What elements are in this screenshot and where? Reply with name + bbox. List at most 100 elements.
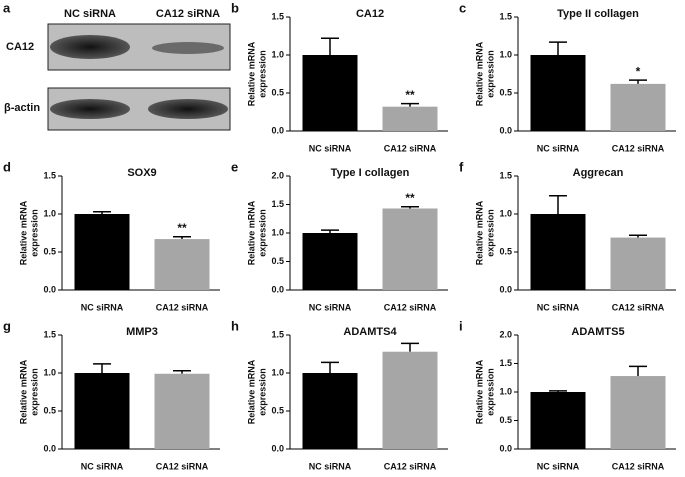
x-tick-label: NC siRNA xyxy=(309,302,352,312)
x-tick-label: CA12 siRNA xyxy=(384,143,437,153)
bar xyxy=(610,376,666,449)
significance: ** xyxy=(177,221,187,235)
x-tick-label: NC siRNA xyxy=(81,461,124,471)
chart-title: MMP3 xyxy=(126,326,158,338)
bar xyxy=(302,233,358,290)
bar xyxy=(302,55,358,131)
y-axis-label: Relative mRNA xyxy=(474,41,484,106)
y-axis-label: Relative mRNA xyxy=(246,359,256,424)
y-tick-label: 1.0 xyxy=(43,367,56,377)
chart-title: CA12 xyxy=(356,8,384,20)
y-axis-label: expression xyxy=(257,50,267,98)
x-tick-label: CA12 siRNA xyxy=(156,461,209,471)
y-tick-label: 0.0 xyxy=(271,284,284,294)
bar xyxy=(530,55,586,131)
x-tick-label: NC siRNA xyxy=(537,302,580,312)
y-axis-label: expression xyxy=(257,368,267,416)
y-tick-label: 0.5 xyxy=(271,405,284,415)
x-tick-label: NC siRNA xyxy=(81,302,124,312)
x-tick-label: NC siRNA xyxy=(309,143,352,153)
y-tick-label: 1.5 xyxy=(499,11,512,21)
blot-band xyxy=(50,35,130,59)
y-axis-label: expression xyxy=(485,368,495,416)
x-tick-label: CA12 siRNA xyxy=(156,302,209,312)
y-tick-label: 0.0 xyxy=(499,443,512,453)
y-tick-label: 0.5 xyxy=(499,246,512,256)
x-tick-label: CA12 siRNA xyxy=(384,302,437,312)
significance: ** xyxy=(405,191,415,205)
y-tick-label: 1.0 xyxy=(271,227,284,237)
panel-label: g xyxy=(3,318,11,333)
bar xyxy=(610,83,666,131)
blot-band xyxy=(50,99,130,119)
panel-label: b xyxy=(231,0,239,15)
y-tick-label: 1.0 xyxy=(271,49,284,59)
y-axis-label: Relative mRNA xyxy=(474,200,484,265)
y-tick-label: 1.0 xyxy=(499,208,512,218)
chart-title: Type I collagen xyxy=(331,167,410,179)
y-tick-label: 2.0 xyxy=(271,170,284,180)
y-tick-label: 0.5 xyxy=(499,87,512,97)
y-tick-label: 0.0 xyxy=(271,125,284,135)
bar xyxy=(154,239,210,290)
y-tick-label: 0.5 xyxy=(499,415,512,425)
y-axis-label: Relative mRNA xyxy=(18,200,28,265)
y-axis-label: expression xyxy=(485,50,495,98)
y-tick-label: 0.0 xyxy=(499,125,512,135)
y-tick-label: 0.0 xyxy=(271,443,284,453)
y-tick-label: 2.0 xyxy=(499,329,512,339)
chart-title: Type II collagen xyxy=(557,8,639,20)
lane-label: CA12 siRNA xyxy=(156,8,220,20)
y-tick-label: 1.5 xyxy=(499,170,512,180)
blot-band xyxy=(152,42,224,54)
y-tick-label: 0.5 xyxy=(271,87,284,97)
bar xyxy=(74,214,130,290)
chart-title: Aggrecan xyxy=(573,167,624,179)
bar xyxy=(302,373,358,449)
y-tick-label: 1.5 xyxy=(271,11,284,21)
y-tick-label: 1.5 xyxy=(43,170,56,180)
bar xyxy=(382,351,438,449)
significance: * xyxy=(636,64,641,78)
panel-label: h xyxy=(231,318,239,333)
y-axis-label: Relative mRNA xyxy=(474,359,484,424)
bar xyxy=(154,373,210,449)
significance: ** xyxy=(405,88,415,102)
y-axis-label: Relative mRNA xyxy=(246,200,256,265)
bar xyxy=(530,392,586,449)
x-tick-label: NC siRNA xyxy=(537,461,580,471)
y-tick-label: 1.5 xyxy=(43,329,56,339)
bar xyxy=(382,106,438,131)
chart-title: ADAMTS5 xyxy=(571,326,624,338)
y-tick-label: 1.0 xyxy=(499,49,512,59)
y-tick-label: 0.0 xyxy=(43,443,56,453)
y-tick-label: 0.5 xyxy=(43,405,56,415)
panel-label: c xyxy=(459,0,466,15)
panel-label: a xyxy=(3,0,11,15)
lane-label: NC siRNA xyxy=(64,8,116,20)
panel-label: f xyxy=(459,159,464,174)
row-label: β-actin xyxy=(4,102,40,114)
y-axis-label: Relative mRNA xyxy=(18,359,28,424)
row-label: CA12 xyxy=(6,41,34,53)
y-tick-label: 1.5 xyxy=(271,199,284,209)
blot-band xyxy=(148,99,228,119)
bar xyxy=(74,373,130,449)
x-tick-label: CA12 siRNA xyxy=(612,461,665,471)
panel-label: e xyxy=(231,159,238,174)
y-tick-label: 0.5 xyxy=(271,256,284,266)
x-tick-label: NC siRNA xyxy=(537,143,580,153)
chart-title: SOX9 xyxy=(127,167,156,179)
bar xyxy=(382,208,438,290)
y-tick-label: 0.0 xyxy=(499,284,512,294)
y-axis-label: expression xyxy=(29,209,39,257)
y-axis-label: expression xyxy=(29,368,39,416)
bar xyxy=(530,214,586,290)
y-tick-label: 1.0 xyxy=(499,386,512,396)
y-tick-label: 0.5 xyxy=(43,246,56,256)
x-tick-label: CA12 siRNA xyxy=(612,143,665,153)
y-axis-label: Relative mRNA xyxy=(246,41,256,106)
y-tick-label: 1.5 xyxy=(499,358,512,368)
bar xyxy=(610,237,666,290)
